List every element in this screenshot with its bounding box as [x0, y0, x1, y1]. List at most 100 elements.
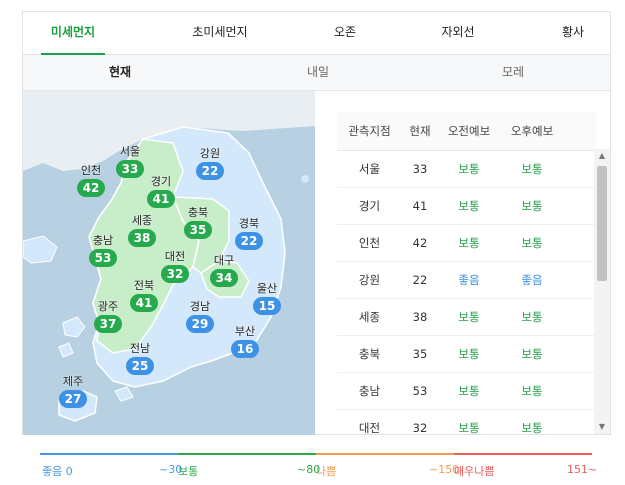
region-value: 22	[196, 162, 224, 180]
region-value: 35	[184, 221, 212, 239]
legend-good-label: 좋음 0	[42, 465, 73, 478]
header-now: 현재	[409, 124, 431, 138]
legend-30-label: ~30	[159, 463, 183, 476]
region-name: 충북	[187, 206, 209, 219]
row-site: 충북	[358, 347, 381, 361]
table-scrollbar[interactable]: ▲ ▼	[594, 149, 610, 434]
map-marker-gyeongnam[interactable]: 경남 29	[174, 300, 226, 333]
row-site: 대전	[358, 421, 381, 434]
scroll-thumb[interactable]	[597, 166, 607, 281]
row-am: 좋음	[458, 273, 480, 287]
tab-yellow-dust[interactable]: 황사	[561, 25, 585, 39]
row-now: 32	[412, 421, 428, 434]
region-name: 세종	[131, 214, 153, 227]
region-value: 27	[59, 390, 87, 408]
region-name: 서울	[119, 145, 141, 158]
region-name: 경북	[238, 217, 260, 230]
region-value: 29	[186, 315, 214, 333]
map-marker-gyeongbuk[interactable]: 경북 22	[223, 217, 275, 250]
table-row[interactable]: 강원 22 좋음 좋음	[337, 262, 596, 299]
row-am: 보통	[458, 384, 480, 398]
table-row[interactable]: 경기 41 보통 보통	[337, 188, 596, 225]
row-now: 22	[412, 273, 428, 287]
region-name: 인천	[80, 164, 102, 177]
air-quality-widget: 미세먼지 초미세먼지 오존 자외선 황사 현재 내일 모레	[22, 11, 611, 435]
region-name: 광주	[97, 300, 119, 313]
region-name: 경기	[150, 175, 172, 188]
region-value: 41	[147, 190, 175, 208]
map-marker-gangwon[interactable]: 강원 22	[184, 147, 236, 180]
table-row[interactable]: 충남 53 보통 보통	[337, 373, 596, 410]
row-pm: 보통	[521, 310, 543, 324]
tab-pm10[interactable]: 미세먼지	[41, 12, 105, 55]
legend-very-bad-label: 매우나쁨	[454, 465, 495, 478]
legend-80-label: ~80	[297, 463, 321, 476]
tab-tomorrow[interactable]: 내일	[306, 65, 330, 79]
legend-bar-very-bad	[454, 453, 592, 455]
row-site: 인천	[358, 236, 381, 250]
header-am: 오전예보	[447, 124, 491, 138]
region-name: 경남	[189, 300, 211, 313]
pollutant-tabs: 미세먼지 초미세먼지 오존 자외선 황사	[23, 12, 610, 55]
tab-today[interactable]: 현재	[108, 65, 132, 79]
row-pm: 보통	[521, 347, 543, 361]
region-value: 33	[116, 160, 144, 178]
tab-ozone[interactable]: 오존	[333, 25, 357, 39]
map-marker-chungbuk[interactable]: 충북 35	[172, 206, 224, 239]
region-value: 32	[161, 265, 189, 283]
row-site: 세종	[358, 310, 381, 324]
region-value: 41	[130, 294, 158, 312]
header-site: 관측지점	[348, 124, 391, 138]
row-site: 충남	[358, 384, 381, 398]
map-marker-busan[interactable]: 부산 16	[219, 325, 271, 358]
map-marker-jeonnam[interactable]: 전남 25	[114, 342, 166, 375]
korea-map: 서울 33 강원 22 인천 42 경기 41 세종 38 충북 35 경북 2…	[23, 91, 315, 435]
row-site: 강원	[358, 273, 381, 287]
table-header: 관측지점 현재 오전예보 오후예보	[337, 112, 596, 151]
row-am: 보통	[458, 162, 480, 176]
map-marker-daegu[interactable]: 대구 34	[198, 254, 250, 287]
tab-uv[interactable]: 자외선	[441, 25, 475, 39]
table-row[interactable]: 인천 42 보통 보통	[337, 225, 596, 262]
row-now: 41	[412, 199, 428, 213]
row-am: 보통	[458, 236, 480, 250]
map-marker-incheon[interactable]: 인천 42	[65, 164, 117, 197]
map-marker-daejeon[interactable]: 대전 32	[149, 250, 201, 283]
map-marker-gyeonggi[interactable]: 경기 41	[135, 175, 187, 208]
legend-151-label: 151~	[567, 463, 598, 476]
tab-pm25[interactable]: 초미세먼지	[192, 25, 248, 39]
map-marker-jeonbuk[interactable]: 전북 41	[118, 279, 170, 312]
map-marker-ulsan[interactable]: 울산 15	[241, 282, 293, 315]
scroll-down-arrow-icon[interactable]: ▼	[598, 422, 606, 431]
region-value: 37	[94, 315, 122, 333]
map-marker-seoul[interactable]: 서울 33	[104, 145, 156, 178]
region-name: 강원	[199, 147, 221, 160]
table-row[interactable]: 세종 38 보통 보통	[337, 299, 596, 336]
forecast-table: 관측지점 현재 오전예보 오후예보 서울 33 보통 보통 경기 41 보통 보통 인천 42 보통…	[337, 112, 596, 434]
region-value: 15	[253, 297, 281, 315]
row-now: 42	[412, 236, 428, 250]
region-value: 53	[89, 249, 117, 267]
day-tabs: 현재 내일 모레	[23, 55, 610, 91]
map-marker-chungnam[interactable]: 충남 53	[77, 234, 129, 267]
region-value: 42	[77, 179, 105, 197]
region-name: 충남	[92, 234, 114, 247]
region-name: 전남	[129, 342, 151, 355]
map-marker-sejong[interactable]: 세종 38	[116, 214, 168, 247]
row-now: 35	[412, 347, 428, 361]
map-marker-jeju[interactable]: 제주 27	[47, 375, 99, 408]
scroll-up-arrow-icon[interactable]: ▲	[598, 151, 606, 160]
table-row[interactable]: 서울 33 보통 보통	[337, 151, 596, 188]
row-pm: 보통	[521, 162, 543, 176]
tab-day-after[interactable]: 모레	[501, 65, 525, 79]
row-am: 보통	[458, 421, 480, 434]
region-name: 대전	[164, 250, 186, 263]
legend-bad-label: 나쁨	[316, 465, 337, 478]
table-row[interactable]: 대전 32 보통 보통	[337, 410, 596, 434]
row-pm: 보통	[521, 384, 543, 398]
table-row[interactable]: 충북 35 보통 보통	[337, 336, 596, 373]
legend-normal-label: 보통	[178, 465, 199, 478]
legend-bar-good	[40, 453, 178, 455]
row-now: 53	[412, 384, 428, 398]
map-marker-gwangju[interactable]: 광주 37	[82, 300, 134, 333]
